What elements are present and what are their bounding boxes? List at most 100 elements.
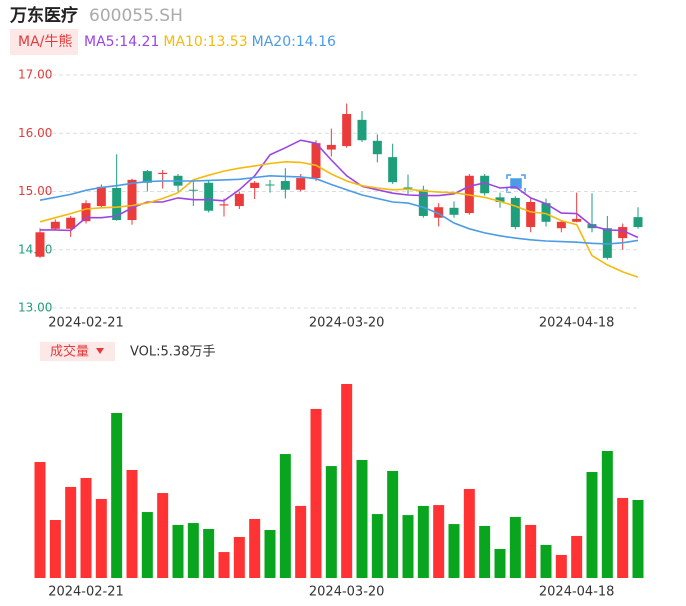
y-tick-label: 14.00 [18,242,52,256]
volume-bar [264,530,276,578]
volume-bar [157,493,169,578]
volume-label: VOL:5.38万手 [130,345,215,360]
crosshair-icon[interactable] [506,174,526,193]
volume-bar [571,535,583,578]
candle-body [556,221,566,229]
volume-bar [65,486,77,578]
volume-bar [617,497,629,578]
stock-name: 万东医疗 [9,5,78,26]
stock-code: 600055.SH [89,6,183,26]
volume-bar [555,554,567,578]
candle-body [326,144,336,150]
ma-button[interactable]: MA/牛熊 [18,34,72,50]
volume-bar [387,470,399,578]
legend-entry: MA10:13.53 [163,34,247,50]
volume-bar [218,552,230,578]
volume-bar [494,549,506,578]
volume-bar [172,524,184,578]
candle-body [510,197,520,228]
volume-bar [433,505,445,578]
legend-entry: MA5:14.21 [84,34,159,50]
volume-bar [203,528,215,578]
candle-body [280,181,290,190]
candle-body [342,114,352,147]
volume-bar [49,520,61,578]
candle-body [250,182,260,189]
volume-button[interactable]: 成交量 [50,344,89,360]
volume-bar [233,536,245,578]
legend-entry: MA20:14.16 [252,34,336,50]
volume-bar [525,524,537,578]
candle-body [403,187,413,189]
x-tick-label: 2024-03-20 [309,585,385,600]
volume-button-bg[interactable] [40,342,115,361]
x-tick-label: 2024-02-21 [48,585,124,600]
candle-body [357,119,367,141]
candle-body [265,184,275,186]
candle-body [418,189,428,216]
ma-button-bg[interactable] [10,29,78,55]
volume-bar [540,544,552,578]
volume-bar [417,505,429,578]
volume-bar [279,454,291,578]
volume-bar [341,384,353,578]
volume-bar [371,514,383,578]
ma-line [39,174,639,245]
candle-body [219,204,229,206]
candle-body [127,179,137,221]
volume-bar [402,515,414,578]
volume-bar [509,516,521,578]
candle-body [633,217,643,228]
candle-body [602,228,612,258]
volume-bar [601,450,613,578]
candle-body [35,232,45,257]
candle-body [296,178,306,190]
candle-body [234,193,244,207]
candle-body [81,203,91,222]
candle-body [204,182,214,211]
volume-bar [310,408,322,578]
volume-bar [479,525,491,578]
y-tick-label: 16.00 [18,126,52,140]
candle-body [372,140,382,155]
volume-bar [586,472,598,578]
volume-bar [111,413,123,578]
volume-bar [141,512,153,578]
volume-bar [632,499,644,578]
y-tick-label: 17.00 [18,68,52,82]
candle-body [526,201,536,228]
volume-bar [295,505,307,578]
candle-body [158,172,168,175]
candle-body [50,221,60,229]
dropdown-icon[interactable] [96,348,104,354]
candle-body [618,227,628,239]
volume-bar [249,518,261,578]
volume-bar [95,498,107,578]
y-tick-label: 13.00 [18,301,52,315]
candle-body [188,189,198,191]
candle-body [112,188,122,221]
volume-bar [356,459,368,578]
y-tick-label: 15.00 [18,184,52,198]
candle-body [388,157,398,183]
volume-bar [463,488,475,578]
candle-body [434,207,444,218]
candle-body [96,186,106,207]
x-tick-label: 2024-03-20 [309,316,385,331]
candle-body [449,207,459,215]
volume-bar [126,469,138,578]
volume-bar [34,462,46,578]
x-tick-label: 2024-02-21 [48,316,124,331]
ma-line [39,160,639,278]
candle-body [142,171,152,183]
volume-bar [448,524,460,578]
candle-body [572,218,582,222]
volume-bar [187,523,199,578]
x-tick-label: 2024-04-18 [539,316,615,331]
volume-bar [325,466,337,578]
candle-body [541,203,551,222]
x-tick-label: 2024-04-18 [539,585,615,600]
candle-body [66,217,76,229]
candle-body [495,197,505,202]
